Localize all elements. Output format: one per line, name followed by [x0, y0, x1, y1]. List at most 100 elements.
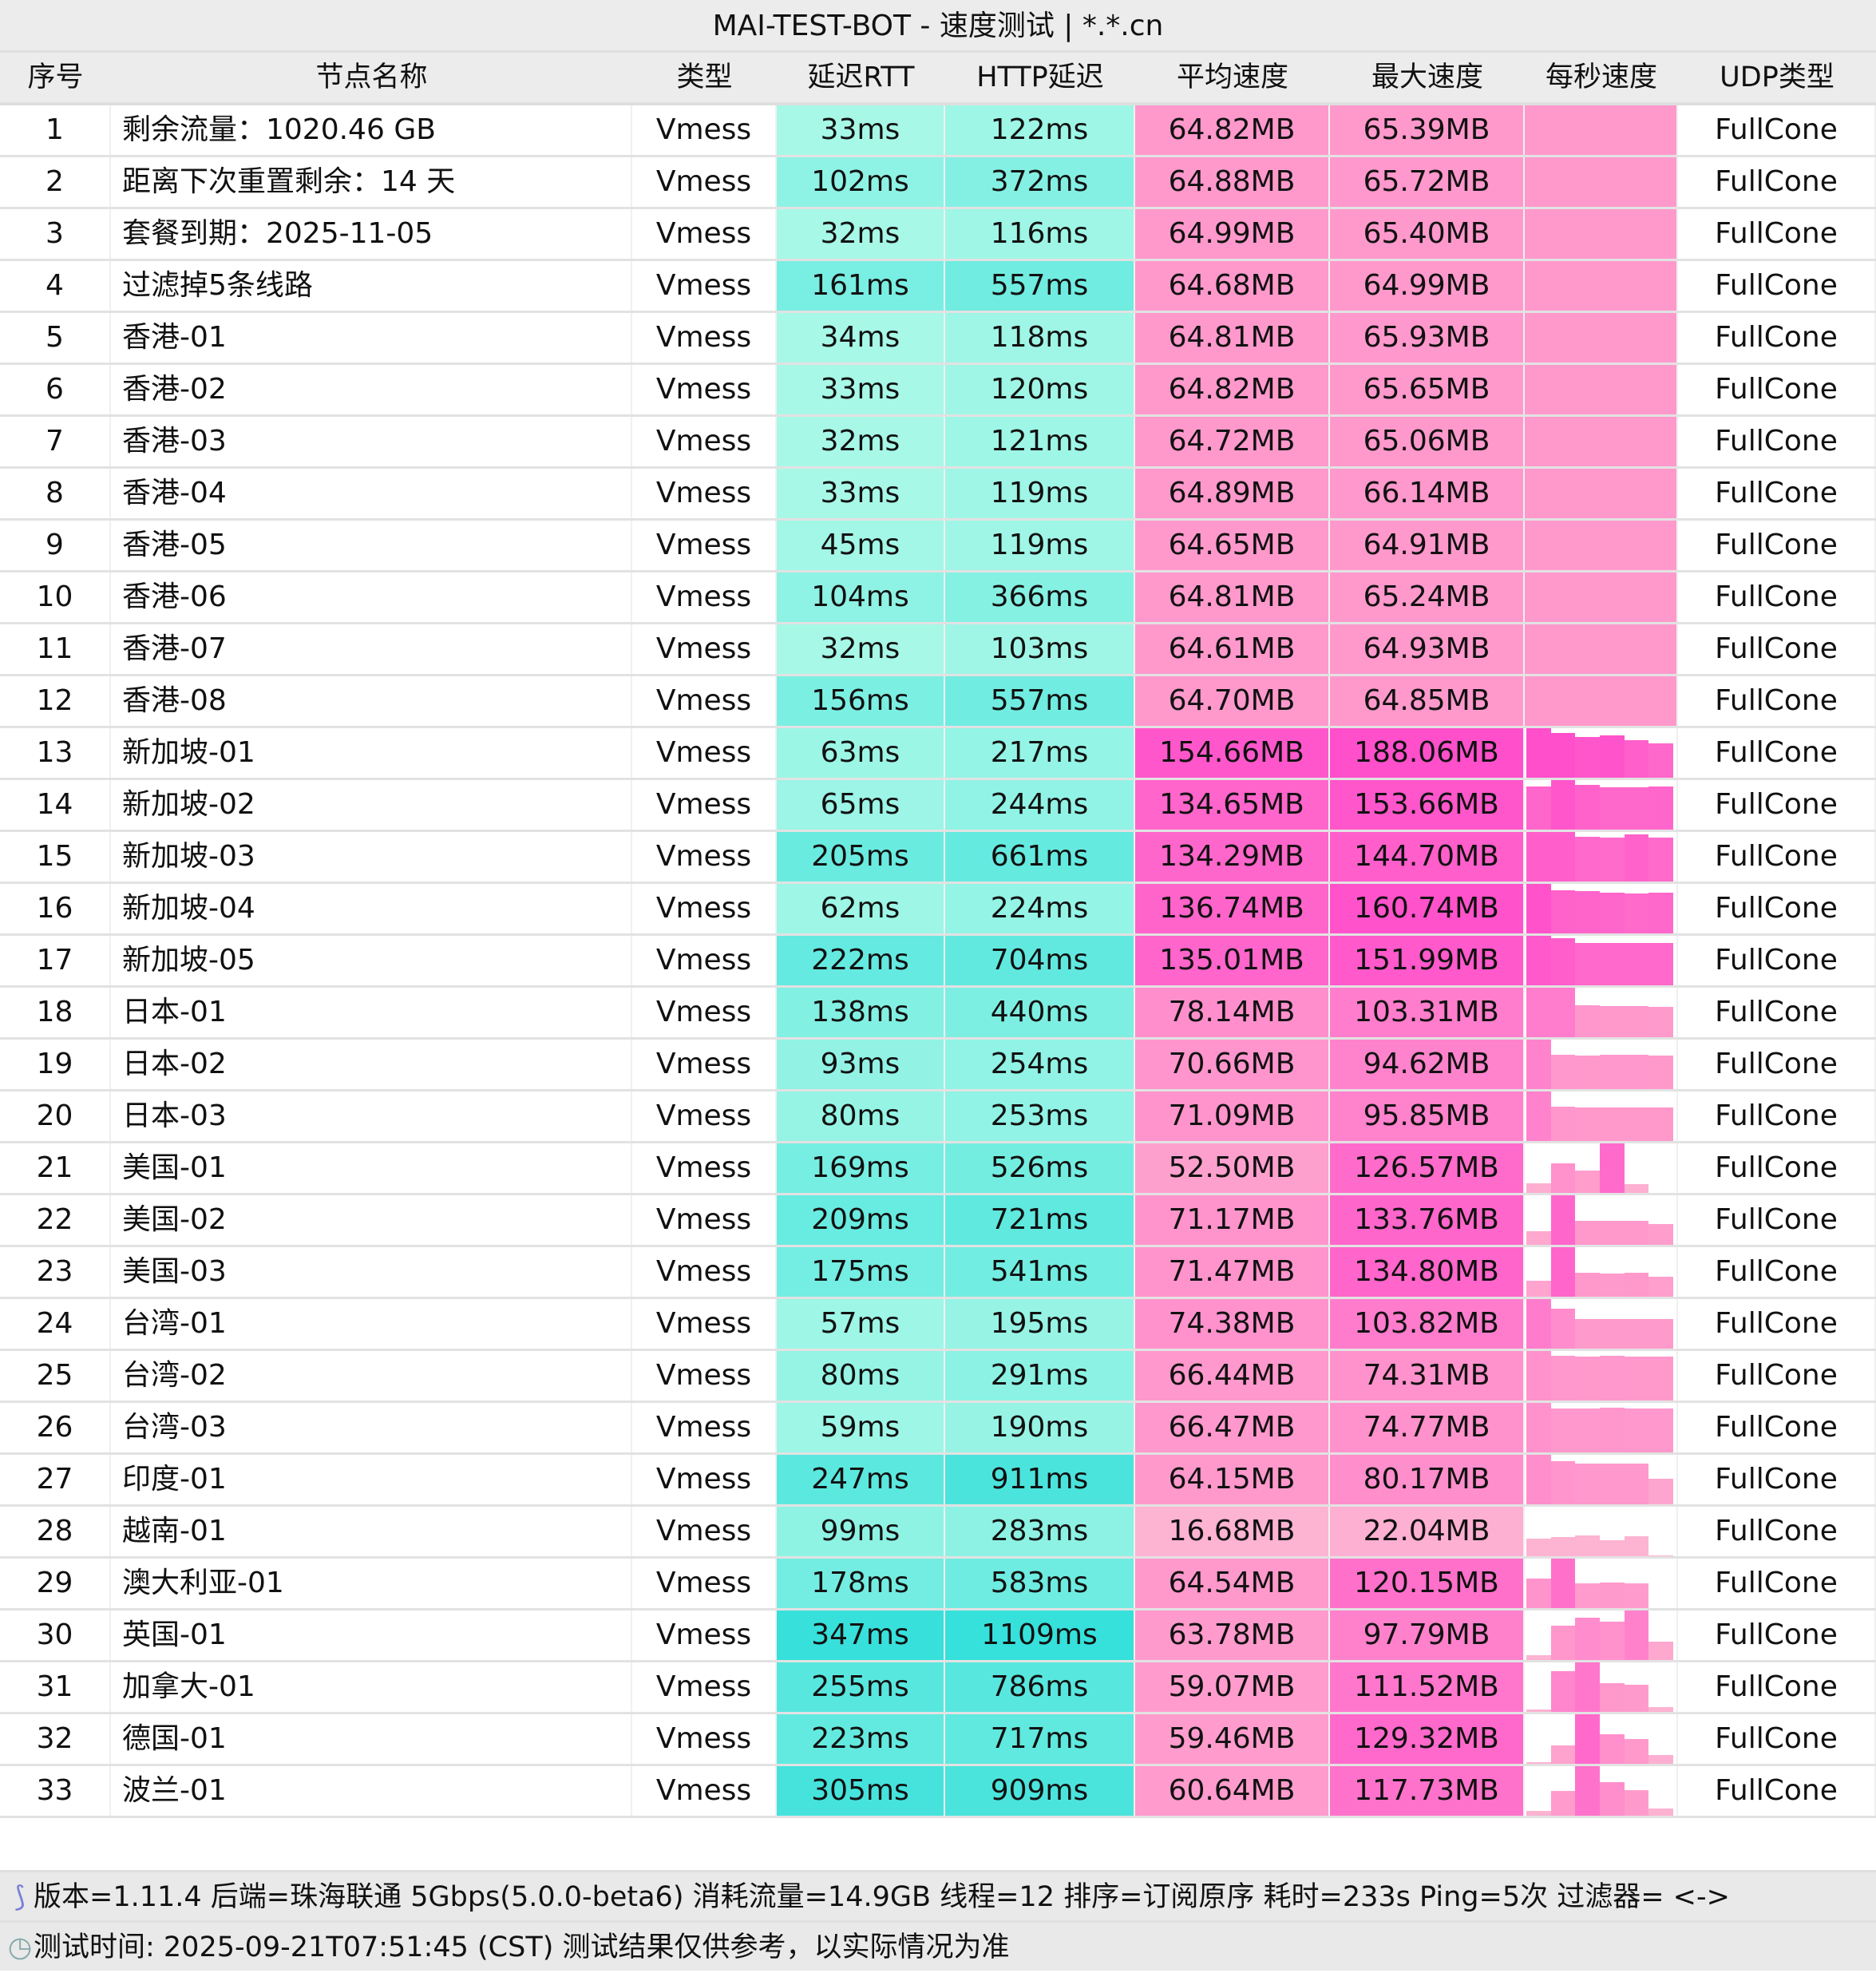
table-row[interactable]: 14 新加坡-02 Vmess 65ms 244ms 134.65MB 153.66MB Fu…	[0, 780, 1876, 832]
table-row[interactable]: 33 波兰-01 Vmess 305ms 909ms 60.64MB 117.73MB Ful…	[0, 1766, 1876, 1818]
table-row[interactable]: 32 德国-01 Vmess 223ms 717ms 59.46MB 129.32MB Ful…	[0, 1714, 1876, 1766]
cell-name: 加拿大-01	[111, 1662, 632, 1712]
cell-id: 13	[0, 728, 111, 778]
cell-udp: FullCone	[1678, 728, 1876, 778]
cell-http: 195ms	[945, 1299, 1135, 1349]
table-row[interactable]: 8 香港-04 Vmess 33ms 119ms 64.89MB 66.14MB FullCo…	[0, 469, 1876, 521]
cell-type: Vmess	[632, 832, 777, 882]
table-row[interactable]: 22 美国-02 Vmess 209ms 721ms 71.17MB 133.76MB Ful…	[0, 1195, 1876, 1247]
table-row[interactable]: 4 过滤掉5条线路 Vmess 161ms 557ms 64.68MB 64.99MB Ful…	[0, 261, 1876, 313]
table-row[interactable]: 23 美国-03 Vmess 175ms 541ms 71.47MB 134.80MB Ful…	[0, 1247, 1876, 1299]
table-row[interactable]: 3 套餐到期：2025-11-05 Vmess 32ms 116ms 64.99MB 65.…	[0, 209, 1876, 261]
per-second-sparkline	[1525, 1299, 1678, 1349]
cell-http: 786ms	[945, 1662, 1135, 1712]
table-row[interactable]: 29 澳大利亚-01 Vmess 178ms 583ms 64.54MB 120.15MB F…	[0, 1559, 1876, 1610]
cell-id: 5	[0, 313, 111, 363]
cell-udp: FullCone	[1678, 624, 1876, 674]
cell-name: 日本-01	[111, 988, 632, 1037]
header-http-latency[interactable]: HTTP延迟	[976, 61, 1104, 93]
cell-type: Vmess	[632, 469, 777, 518]
cell-rtt: 178ms	[777, 1559, 945, 1608]
sparkline-bar	[1600, 1107, 1625, 1141]
per-second-sparkline	[1525, 521, 1678, 570]
sparkline-bar	[1625, 676, 1649, 726]
header-rtt[interactable]: 延迟RTT	[807, 61, 915, 93]
table-row[interactable]: 16 新加坡-04 Vmess 62ms 224ms 136.74MB 160.74MB Fu…	[0, 884, 1876, 936]
header-node-name[interactable]: 节点名称	[315, 61, 428, 93]
table-row[interactable]: 2 距离下次重置剩余：14 天 Vmess 102ms 372ms 64.88MB 65.7…	[0, 157, 1876, 209]
table-row[interactable]: 11 香港-07 Vmess 32ms 103ms 64.61MB 64.93MB FullC…	[0, 624, 1876, 676]
table-row[interactable]: 20 日本-03 Vmess 80ms 253ms 71.09MB 95.85MB FullC…	[0, 1091, 1876, 1143]
table-row[interactable]: 9 香港-05 Vmess 45ms 119ms 64.65MB 64.91MB FullCo…	[0, 521, 1876, 572]
table-row[interactable]: 1 剩余流量：1020.46 GB Vmess 33ms 122ms 64.82MB 65.…	[0, 105, 1876, 157]
sparkline-bar	[1648, 365, 1673, 414]
cell-id: 2	[0, 157, 111, 207]
header-per-second[interactable]: 每秒速度	[1545, 61, 1657, 93]
sparkline-bar	[1600, 892, 1625, 933]
cell-avg: 134.65MB	[1135, 780, 1330, 830]
cell-name: 距离下次重置剩余：14 天	[111, 157, 632, 207]
per-second-sparkline	[1525, 936, 1678, 985]
sparkline-bar	[1526, 884, 1551, 933]
sparkline-bar	[1575, 313, 1600, 363]
clock-icon: ◷	[7, 1931, 33, 1963]
per-second-sparkline	[1525, 1143, 1678, 1193]
table-row[interactable]: 7 香港-03 Vmess 32ms 121ms 64.72MB 65.06MB FullCo…	[0, 417, 1876, 469]
table-row[interactable]: 6 香港-02 Vmess 33ms 120ms 64.82MB 65.65MB FullCo…	[0, 365, 1876, 417]
table-row[interactable]: 17 新加坡-05 Vmess 222ms 704ms 135.01MB 151.99MB F…	[0, 936, 1876, 988]
per-second-sparkline	[1525, 1091, 1678, 1141]
cell-udp: FullCone	[1678, 521, 1876, 570]
sparkline-bar	[1551, 157, 1576, 207]
sparkline-bar	[1550, 1247, 1576, 1297]
table-row[interactable]: 24 台湾-01 Vmess 57ms 195ms 74.38MB 103.82MB Full…	[0, 1299, 1876, 1351]
cell-id: 30	[0, 1610, 111, 1660]
sparkline-bar	[1526, 105, 1551, 155]
sparkline-bar	[1575, 785, 1601, 830]
table-row[interactable]: 13 新加坡-01 Vmess 63ms 217ms 154.66MB 188.06MB Fu…	[0, 728, 1876, 780]
table-row[interactable]: 19 日本-02 Vmess 93ms 254ms 70.66MB 94.62MB FullC…	[0, 1040, 1876, 1091]
table-row[interactable]: 27 印度-01 Vmess 247ms 911ms 64.15MB 80.17MB Full…	[0, 1455, 1876, 1507]
table-row[interactable]: 28 越南-01 Vmess 99ms 283ms 16.68MB 22.04MB FullC…	[0, 1507, 1876, 1559]
sparkline-bar	[1550, 1537, 1576, 1556]
cell-http: 583ms	[945, 1559, 1135, 1608]
cell-udp: FullCone	[1678, 1662, 1876, 1712]
cell-type: Vmess	[632, 1507, 777, 1556]
sparkline-bar	[1575, 1583, 1601, 1608]
table-row[interactable]: 25 台湾-02 Vmess 80ms 291ms 66.44MB 74.31MB FullC…	[0, 1351, 1876, 1403]
sparkline-bar	[1575, 837, 1601, 882]
sparkline-bar	[1600, 676, 1625, 726]
header-type[interactable]: 类型	[676, 61, 733, 93]
cell-max: 97.79MB	[1330, 1610, 1525, 1660]
sparkline-bar	[1600, 787, 1625, 830]
cell-type: Vmess	[632, 1247, 777, 1297]
per-second-sparkline	[1525, 572, 1678, 622]
table-row[interactable]: 26 台湾-03 Vmess 59ms 190ms 66.47MB 74.77MB FullC…	[0, 1403, 1876, 1455]
sparkline-bar	[1575, 1662, 1601, 1712]
table-row[interactable]: 5 香港-01 Vmess 34ms 118ms 64.81MB 65.93MB FullCo…	[0, 313, 1876, 365]
table-row[interactable]: 21 美国-01 Vmess 169ms 526ms 52.50MB 126.57MB Ful…	[0, 1143, 1876, 1195]
table-row[interactable]: 12 香港-08 Vmess 156ms 557ms 64.70MB 64.85MB Full…	[0, 676, 1876, 728]
sparkline-bar	[1526, 1539, 1551, 1556]
table-row[interactable]: 18 日本-01 Vmess 138ms 440ms 78.14MB 103.31MB Ful…	[0, 988, 1876, 1040]
per-second-sparkline	[1525, 1559, 1678, 1608]
cell-type: Vmess	[632, 1143, 777, 1193]
sparkline-bar	[1600, 157, 1625, 207]
table-row[interactable]: 31 加拿大-01 Vmess 255ms 786ms 59.07MB 111.52MB Fu…	[0, 1662, 1876, 1714]
cell-http: 366ms	[945, 572, 1135, 622]
sparkline-bar	[1625, 624, 1649, 674]
sparkline-bar	[1575, 365, 1600, 414]
table-row[interactable]: 30 英国-01 Vmess 347ms 1109ms 63.78MB 97.79MB Ful…	[0, 1610, 1876, 1662]
header-avg-speed[interactable]: 平均速度	[1176, 61, 1288, 93]
cell-id: 6	[0, 365, 111, 414]
table-row[interactable]: 10 香港-06 Vmess 104ms 366ms 64.81MB 65.24MB Full…	[0, 572, 1876, 624]
per-second-sparkline	[1525, 676, 1678, 726]
sparkline-bar	[1526, 1810, 1551, 1816]
header-max-speed[interactable]: 最大速度	[1371, 61, 1483, 93]
header-index[interactable]: 序号	[27, 61, 84, 93]
table-row[interactable]: 15 新加坡-03 Vmess 205ms 661ms 134.29MB 144.70MB F…	[0, 832, 1876, 884]
cell-avg: 64.82MB	[1135, 105, 1330, 155]
header-udp-type[interactable]: UDP类型	[1720, 61, 1834, 93]
cell-type: Vmess	[632, 728, 777, 778]
sparkline-bar	[1550, 1309, 1576, 1349]
sparkline-bar	[1600, 1464, 1625, 1504]
